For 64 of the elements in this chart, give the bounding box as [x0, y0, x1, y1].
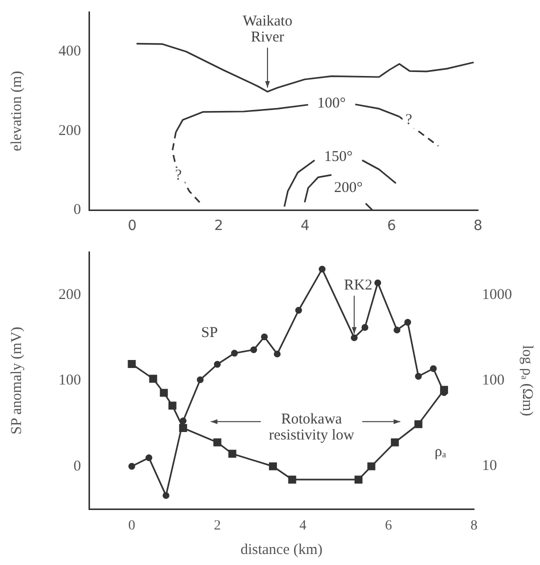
point	[228, 450, 236, 458]
point	[288, 476, 296, 484]
point	[196, 376, 204, 384]
point	[160, 388, 168, 397]
point	[390, 438, 399, 446]
point	[149, 374, 158, 383]
x-tick-label: 2	[214, 518, 221, 534]
x-tick-label: 8	[474, 218, 482, 234]
y-tick-label: 100	[58, 372, 81, 389]
x-tick-label: 0	[128, 518, 136, 534]
annotation: 100°	[317, 96, 346, 112]
point	[250, 346, 258, 354]
y2-tick-label: 1000	[482, 286, 512, 303]
point	[374, 279, 382, 286]
x-tick-label: 6	[387, 218, 396, 234]
point	[128, 360, 136, 368]
point	[414, 420, 422, 428]
annotation: Waikato River	[242, 14, 292, 46]
x-axis-title: distance (km)	[240, 542, 323, 558]
point	[260, 333, 268, 340]
point	[404, 318, 412, 326]
annotation: RK2	[344, 278, 372, 294]
y-tick-label: 0	[74, 458, 81, 474]
annotation: 200°	[334, 180, 363, 196]
annotation: ?	[175, 168, 182, 184]
series-label: SP	[201, 325, 218, 342]
y2-tick-label: 100	[482, 372, 504, 389]
point	[367, 462, 376, 470]
point	[168, 402, 176, 410]
y-tick-label: 200	[58, 286, 81, 303]
y-tick-label: 200	[58, 122, 81, 139]
y-axis-title: SP anomaly (mV)	[8, 326, 25, 434]
point	[274, 350, 281, 358]
point	[394, 326, 400, 334]
point	[180, 417, 187, 424]
y-axis-title: elevation (m)	[8, 70, 25, 152]
x-tick-label: 0	[128, 218, 137, 234]
point	[145, 454, 152, 462]
point	[414, 372, 422, 380]
x-tick-label: 8	[470, 518, 478, 534]
x-tick-label: 4	[300, 218, 310, 234]
point	[362, 324, 368, 331]
y-tick-label: 0	[74, 202, 81, 218]
x-tick-label: 6	[384, 518, 392, 534]
annotation: Rotokawa resistivity low	[268, 412, 354, 444]
point	[350, 334, 358, 342]
x-tick-label: 2	[214, 218, 224, 234]
point	[318, 266, 326, 273]
series-label: ρₐ	[434, 444, 446, 460]
x-tick-label: 4	[299, 518, 306, 534]
point	[128, 462, 136, 470]
y-tick-label: 400	[58, 44, 81, 60]
point	[354, 476, 362, 484]
point	[214, 360, 221, 368]
point	[231, 350, 238, 357]
annotation: 150°	[324, 149, 353, 166]
y2-axis-title: log ρₐ (Ωm)	[519, 345, 536, 416]
point	[295, 306, 302, 314]
point	[430, 365, 437, 372]
point	[162, 492, 170, 499]
point	[213, 438, 222, 446]
point	[268, 462, 277, 470]
annotation: ?	[406, 112, 413, 128]
y2-tick-label: 10	[482, 458, 497, 474]
